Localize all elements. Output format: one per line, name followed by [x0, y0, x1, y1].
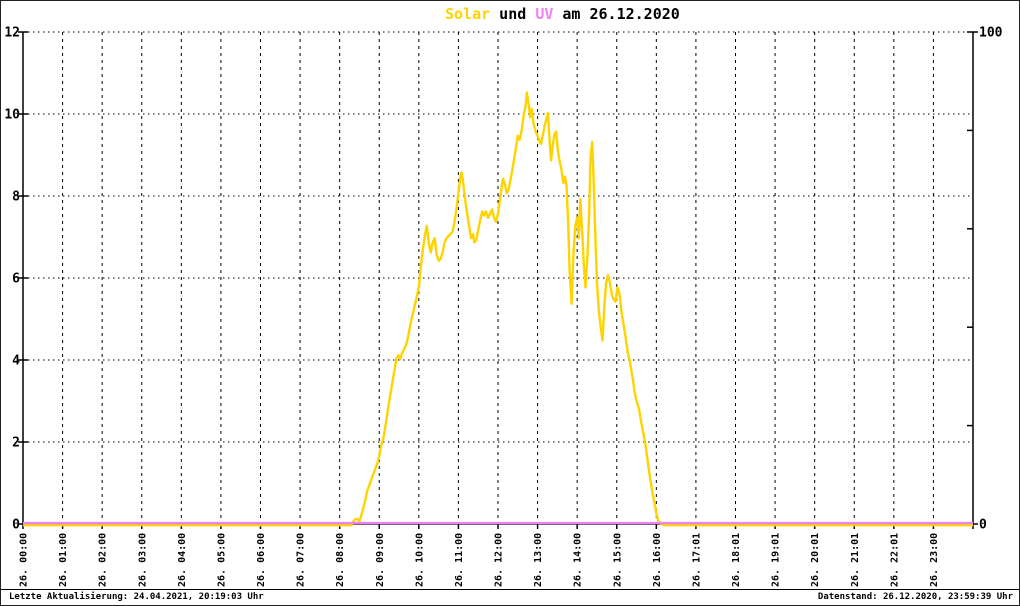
last-update-text: Letzte Aktualisierung: 24.04.2021, 20:19… — [9, 592, 264, 602]
chart-title-uv: UV — [535, 5, 554, 23]
x-axis-label: 26. 03:00 — [137, 533, 148, 587]
chart-title-und: und — [490, 5, 536, 23]
y-axis-label-right: 0 — [979, 518, 987, 533]
x-axis-label: 26. 13:00 — [533, 533, 544, 587]
y-axis-label-left: 12 — [4, 26, 20, 41]
x-axis-label: 26. 11:00 — [454, 533, 465, 587]
y-axis-label-left: 2 — [12, 436, 20, 451]
x-axis-label: 26. 20:01 — [810, 533, 821, 587]
x-axis-label: 26. 05:00 — [216, 533, 227, 587]
x-axis-label: 26. 19:01 — [771, 533, 782, 587]
chart-title-date: am 26.12.2020 — [553, 5, 680, 23]
x-axis-label: 26. 21:01 — [850, 533, 861, 587]
x-axis-label: 26. 18:01 — [731, 533, 742, 587]
series-line-solar — [23, 91, 973, 527]
y-axis-label-left: 6 — [12, 272, 20, 287]
y-axis-label-left: 8 — [12, 190, 20, 205]
x-axis-label: 26. 07:00 — [296, 533, 307, 587]
y-axis-label-left: 10 — [4, 108, 20, 123]
chart-title-solar: Solar — [445, 5, 491, 23]
x-axis-label: 26. 22:01 — [889, 533, 900, 587]
x-axis-label: 26. 17:01 — [691, 533, 702, 587]
y-axis-label-left: 4 — [12, 354, 20, 369]
x-axis-label: 26. 08:00 — [335, 533, 346, 587]
x-axis-label: 26. 15:00 — [612, 533, 623, 587]
x-axis-label: 26. 06:00 — [256, 533, 267, 587]
x-axis-label: 26. 01:00 — [58, 533, 69, 587]
x-axis-label: 26. 23:00 — [929, 533, 940, 587]
x-axis-label: 26. 00:00 — [19, 533, 30, 587]
x-axis-label: 26. 12:00 — [494, 533, 505, 587]
x-axis-label: 26. 10:00 — [414, 533, 425, 587]
x-axis-label: 26. 04:00 — [177, 533, 188, 587]
y-axis-label-right: 100 — [979, 26, 1003, 41]
status-bar: Letzte Aktualisierung: 24.04.2021, 20:19… — [1, 589, 1019, 605]
data-timestamp-text: Datenstand: 26.12.2020, 23:59:39 Uhr — [817, 592, 1013, 602]
chart-title: Solar und UV am 26.12.2020 — [445, 5, 680, 23]
x-axis-label: 26. 16:00 — [652, 533, 663, 587]
x-axis-label: 26. 02:00 — [98, 533, 109, 587]
y-axis-label-left: 0 — [12, 518, 20, 533]
x-axis-label: 26. 09:00 — [375, 533, 386, 587]
x-axis-label: 26. 14:00 — [573, 533, 584, 587]
